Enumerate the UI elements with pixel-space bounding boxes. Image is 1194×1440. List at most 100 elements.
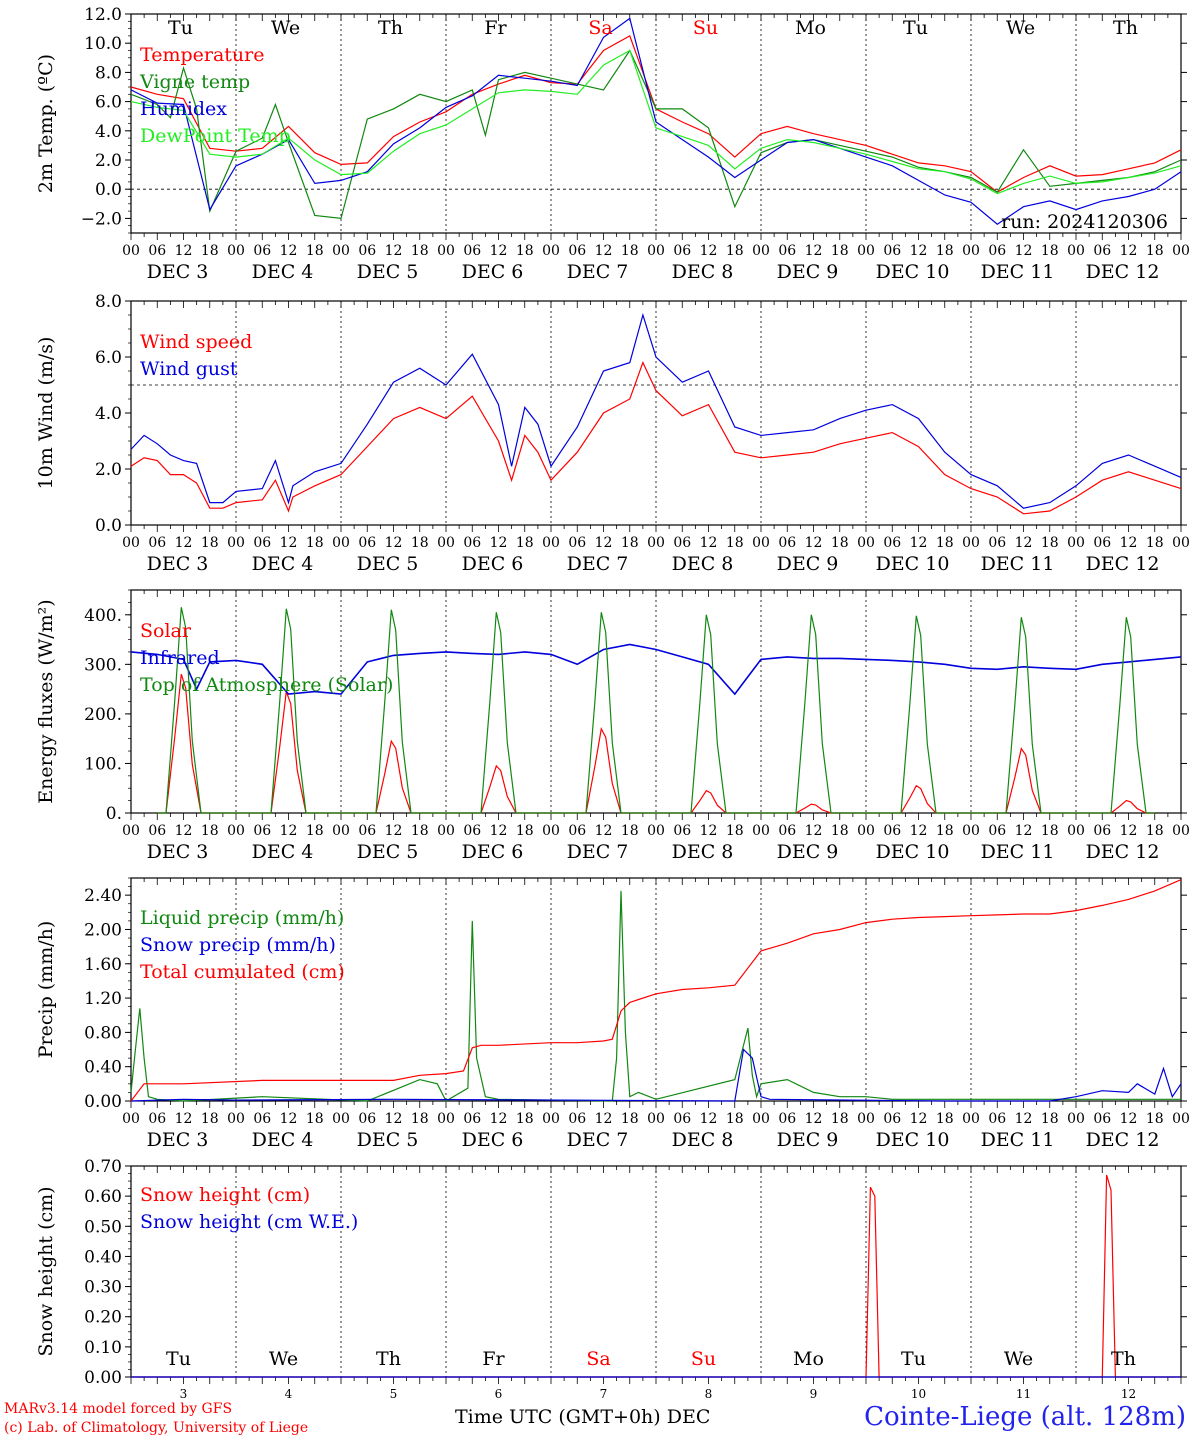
hour-label: 18 <box>201 243 219 259</box>
day-name-bottom: Fr <box>482 1348 505 1370</box>
date-label: DEC 4 <box>252 841 314 863</box>
hour-label: 00 <box>437 535 455 551</box>
y-tick-label: 6.0 <box>95 348 122 368</box>
series-line-2 <box>157 607 1155 814</box>
hour-label: 06 <box>568 1111 586 1127</box>
day-number: 9 <box>810 1387 818 1401</box>
station-name: Cointe-Liege (alt. 128m) <box>864 1402 1186 1432</box>
hour-label: 12 <box>595 1111 613 1127</box>
hour-label: 06 <box>148 535 166 551</box>
y-tick-label: 0.00 <box>84 1092 122 1112</box>
day-number: 3 <box>180 1387 188 1401</box>
hour-label: 06 <box>568 243 586 259</box>
hour-label: 18 <box>936 823 954 839</box>
date-label: DEC 11 <box>981 553 1055 575</box>
hour-label: 00 <box>962 1111 980 1127</box>
legend-entry: Snow height (cm W.E.) <box>140 1211 358 1233</box>
hour-label: 18 <box>831 823 849 839</box>
day-name-bottom: Th <box>376 1348 401 1370</box>
series-line-2 <box>130 879 1182 1102</box>
hour-label: 00 <box>647 243 665 259</box>
legend-entry: DewPoint Temp <box>140 125 291 147</box>
model-credit: MARv3.14 model forced by GFS <box>4 1401 233 1417</box>
hour-label: 18 <box>516 823 534 839</box>
date-label: DEC 12 <box>1086 553 1160 575</box>
date-label: DEC 5 <box>357 1129 419 1151</box>
hour-label: 18 <box>1146 535 1164 551</box>
hour-label: 06 <box>988 1111 1006 1127</box>
hour-label: 12 <box>700 535 718 551</box>
series-line-1 <box>130 49 1182 220</box>
date-label: DEC 8 <box>672 841 734 863</box>
hour-label: 12 <box>1015 1111 1033 1127</box>
hour-label: 18 <box>726 1111 744 1127</box>
hour-label: 18 <box>306 243 324 259</box>
hour-label: 18 <box>1041 823 1059 839</box>
y-tick-label: 1.20 <box>84 989 122 1009</box>
hour-label: 00 <box>122 243 140 259</box>
hour-label: 06 <box>568 823 586 839</box>
date-label: DEC 3 <box>147 841 209 863</box>
hour-label: 06 <box>148 243 166 259</box>
day-name-bottom: Sa <box>586 1348 610 1370</box>
time-axis-title: Time UTC (GMT+0h) DEC <box>455 1406 710 1428</box>
hour-label: 00 <box>1067 535 1085 551</box>
day-name-bottom: Th <box>1111 1348 1136 1370</box>
hour-label: 18 <box>516 535 534 551</box>
hour-label: 00 <box>752 535 770 551</box>
hour-label: 00 <box>1172 243 1190 259</box>
day-name-bottom: We <box>1004 1348 1033 1370</box>
hour-label: 12 <box>385 823 403 839</box>
hour-label: 00 <box>437 243 455 259</box>
date-label: DEC 6 <box>462 261 524 283</box>
hour-label: 18 <box>411 243 429 259</box>
hour-label: 00 <box>122 1111 140 1127</box>
date-label: DEC 11 <box>981 841 1055 863</box>
hour-label: 18 <box>726 243 744 259</box>
y-tick-label: 6.0 <box>95 93 122 113</box>
day-name-bottom: Tu <box>901 1348 926 1370</box>
date-label: DEC 3 <box>147 553 209 575</box>
legend-entry: Infrared <box>140 647 220 669</box>
hour-label: 00 <box>227 1111 245 1127</box>
hour-label: 12 <box>910 243 928 259</box>
date-label: DEC 10 <box>876 1129 950 1151</box>
y-tick-label: 2.0 <box>95 460 122 480</box>
date-label: DEC 7 <box>567 553 629 575</box>
hour-label: 06 <box>358 535 376 551</box>
date-label: DEC 3 <box>147 1129 209 1151</box>
series-line-2 <box>130 17 1182 225</box>
hour-label: 12 <box>805 535 823 551</box>
hour-label: 12 <box>1015 243 1033 259</box>
legend-entry: Vigne temp <box>139 71 250 93</box>
y-tick-label: 4.0 <box>95 122 122 142</box>
hour-label: 06 <box>1093 823 1111 839</box>
hour-label: 18 <box>1041 535 1059 551</box>
date-label: DEC 6 <box>462 841 524 863</box>
y-tick-label: 8.0 <box>95 292 122 312</box>
hour-label: 06 <box>1093 1111 1111 1127</box>
hour-label: 12 <box>700 1111 718 1127</box>
day-name-bottom: Tu <box>166 1348 191 1370</box>
hour-label: 12 <box>385 1111 403 1127</box>
day-number: 4 <box>285 1387 293 1401</box>
hour-label: 12 <box>1015 823 1033 839</box>
date-label: DEC 12 <box>1086 841 1160 863</box>
hour-label: 00 <box>752 1111 770 1127</box>
hour-label: 06 <box>778 535 796 551</box>
series-line-1 <box>130 312 1182 509</box>
hour-label: 18 <box>201 1111 219 1127</box>
hour-label: 18 <box>726 823 744 839</box>
hour-label: 12 <box>175 243 193 259</box>
hour-label: 18 <box>831 1111 849 1127</box>
y-tick-label: −2.0 <box>81 209 122 229</box>
day-number: 6 <box>495 1387 503 1401</box>
day-name: Tu <box>168 17 193 39</box>
hour-label: 06 <box>463 823 481 839</box>
date-label: DEC 8 <box>672 1129 734 1151</box>
day-name-bottom: We <box>269 1348 298 1370</box>
hour-label: 06 <box>673 535 691 551</box>
hour-label: 18 <box>201 823 219 839</box>
legend-entry: Liquid precip (mm/h) <box>140 907 344 929</box>
hour-label: 18 <box>516 243 534 259</box>
